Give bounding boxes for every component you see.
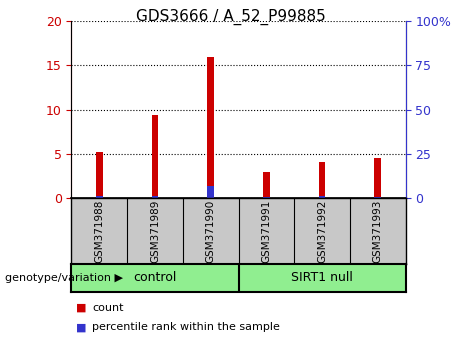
Bar	[374, 159, 381, 198]
Bar	[96, 196, 103, 198]
Bar	[207, 186, 214, 198]
Bar	[374, 197, 381, 198]
Text: GSM371991: GSM371991	[261, 199, 272, 263]
Text: ■: ■	[76, 303, 87, 313]
Bar	[263, 172, 270, 198]
Bar	[96, 152, 103, 198]
Text: ■: ■	[76, 322, 87, 332]
Bar	[207, 57, 214, 198]
Text: GSM371988: GSM371988	[95, 199, 104, 263]
Text: GSM371990: GSM371990	[206, 199, 216, 263]
Text: GSM371989: GSM371989	[150, 199, 160, 263]
Text: control: control	[133, 272, 177, 284]
Text: percentile rank within the sample: percentile rank within the sample	[92, 322, 280, 332]
Text: GDS3666 / A_52_P99885: GDS3666 / A_52_P99885	[136, 9, 325, 25]
Bar	[152, 196, 159, 198]
Bar	[319, 162, 325, 198]
Text: count: count	[92, 303, 124, 313]
Text: GSM371993: GSM371993	[373, 199, 383, 263]
Bar	[152, 115, 159, 198]
Text: genotype/variation ▶: genotype/variation ▶	[5, 273, 123, 283]
Bar	[319, 196, 325, 198]
Text: SIRT1 null: SIRT1 null	[291, 272, 353, 284]
Text: GSM371992: GSM371992	[317, 199, 327, 263]
